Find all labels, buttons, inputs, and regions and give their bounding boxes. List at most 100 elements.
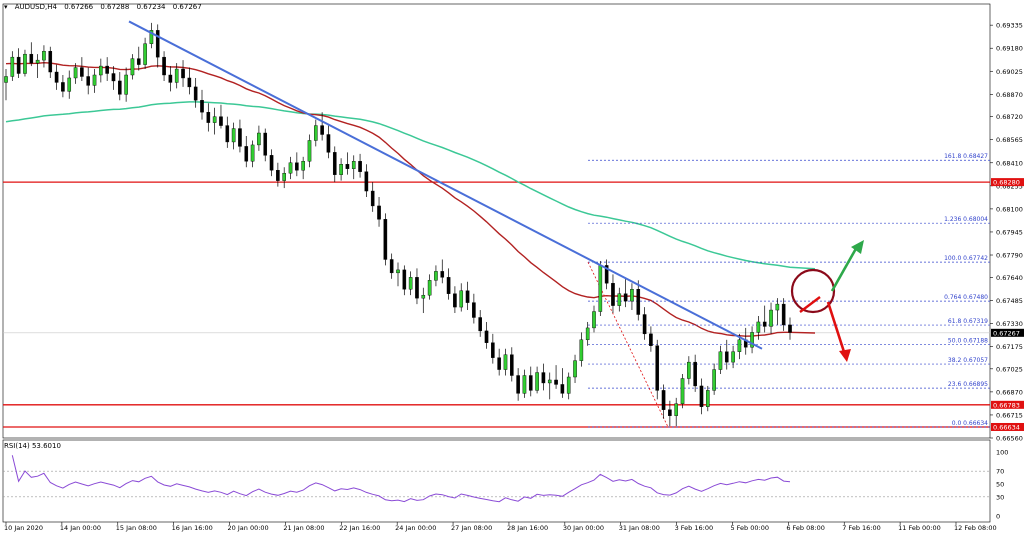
bullish-candle xyxy=(687,361,691,379)
bullish-candle xyxy=(301,161,305,171)
bearish-candle xyxy=(560,384,565,394)
price-tick-label: 0.67025 xyxy=(996,365,1023,373)
price-panel-frame xyxy=(2,3,991,439)
rsi-axis-label: 50 xyxy=(996,481,1004,489)
bullish-candle xyxy=(396,269,400,274)
bearish-trendline xyxy=(128,20,763,350)
bearish-candle xyxy=(80,67,84,77)
price-tick-label: 0.66870 xyxy=(996,388,1023,396)
fibonacci-level-label: 0.764 0.67480 xyxy=(944,294,988,301)
bearish-candle xyxy=(136,58,141,65)
bearish-candle xyxy=(693,361,697,387)
time-axis-label: 14 Jan 00:00 xyxy=(60,524,101,532)
price-tick-label: 0.67945 xyxy=(996,228,1023,236)
chart-header: ▾ AUDUSD,H4 0.67266 0.67288 0.67234 0.67… xyxy=(4,3,207,11)
bearish-candle xyxy=(326,134,331,153)
bearish-candle xyxy=(276,170,280,181)
time-axis-label: 12 Feb 08:00 xyxy=(954,524,997,532)
bearish-candle xyxy=(402,269,407,290)
bullish-candle xyxy=(23,53,27,74)
bearish-candle xyxy=(642,314,647,335)
bearish-candle xyxy=(295,162,299,171)
price-tick-label: 0.67790 xyxy=(996,252,1023,260)
bullish-candle xyxy=(769,309,773,327)
bearish-candle xyxy=(611,283,615,306)
bearish-candle xyxy=(465,290,470,303)
time-axis-label: 22 Jan 16:00 xyxy=(339,524,380,532)
price-tick-label: 0.68720 xyxy=(996,113,1023,121)
rsi-line xyxy=(11,455,791,503)
bearish-candle xyxy=(244,146,249,162)
bullish-candle xyxy=(598,265,603,312)
bearish-candle xyxy=(649,333,653,346)
bearish-candle xyxy=(162,56,166,76)
fibonacci-level-label: 61.8 0.67319 xyxy=(948,318,988,325)
time-axis-label: 3 Feb 16:00 xyxy=(675,524,714,532)
fibonacci-level-label: 161.8 0.68427 xyxy=(944,153,988,160)
price-tick-label: 0.66560 xyxy=(996,435,1023,443)
bullish-candle xyxy=(566,376,571,394)
level-price-tag xyxy=(991,422,1024,431)
bullish-candle xyxy=(547,379,552,384)
bullish-candle xyxy=(585,327,590,341)
bearish-candle xyxy=(453,293,457,308)
time-axis-label: 24 Jan 00:00 xyxy=(395,524,436,532)
bullish-candle xyxy=(314,125,318,141)
bearish-candle xyxy=(781,303,786,326)
bullish-candle xyxy=(737,339,742,352)
bullish-candle xyxy=(756,321,761,333)
bearish-candle xyxy=(389,259,394,274)
bullish-candle xyxy=(35,59,40,64)
bearish-candle xyxy=(364,171,369,192)
bearish-candle xyxy=(440,271,445,278)
level-price-tag xyxy=(991,400,1024,409)
time-axis-label: 31 Jan 08:00 xyxy=(619,524,660,532)
bullish-candle xyxy=(212,116,217,123)
bullish-candle xyxy=(680,378,685,404)
bearish-candle xyxy=(510,354,514,376)
bullish-candle xyxy=(42,50,46,61)
bullish-candle xyxy=(288,162,293,174)
bearish-candle xyxy=(200,100,204,113)
bullish-candle xyxy=(174,68,179,83)
bearish-candle xyxy=(155,30,160,58)
bearish-candle xyxy=(383,219,388,260)
bearish-candle xyxy=(604,265,609,284)
bearish-candle xyxy=(699,385,704,407)
bullish-candle xyxy=(257,132,261,146)
price-tick-label: 0.68255 xyxy=(996,182,1023,190)
bearish-candle xyxy=(415,277,419,299)
toggle-arrow-icon[interactable]: ▾ xyxy=(4,3,8,11)
level-price-label: 0.68280 xyxy=(993,179,1020,187)
price-tick-label: 0.66715 xyxy=(996,411,1023,419)
price-tick-label: 0.67485 xyxy=(996,297,1023,305)
bearish-candle xyxy=(48,50,53,73)
bearish-arrow-head xyxy=(839,349,851,362)
bearish-candle xyxy=(358,161,362,172)
bullish-candle xyxy=(408,277,413,290)
bearish-candle xyxy=(377,205,381,220)
time-axis-label: 20 Jan 00:00 xyxy=(228,524,269,532)
bullish-candle xyxy=(282,172,286,181)
bearish-candle xyxy=(187,77,192,88)
high-price: 0.67288 xyxy=(100,3,130,11)
rsi-panel-frame xyxy=(2,439,991,523)
bearish-candle xyxy=(661,390,666,410)
bearish-candle xyxy=(320,125,324,135)
bullish-candle xyxy=(73,67,78,79)
bullish-candle xyxy=(731,351,735,363)
time-axis-label: 11 Feb 00:00 xyxy=(898,524,941,532)
bullish-candle xyxy=(143,43,147,65)
bullish-candle xyxy=(92,74,97,86)
slow-moving-average-line xyxy=(5,101,816,270)
price-tick-label: 0.69335 xyxy=(996,22,1023,30)
bearish-candle xyxy=(623,293,628,302)
open-price: 0.67266 xyxy=(64,3,94,11)
time-axis-label: 5 Feb 00:00 xyxy=(730,524,769,532)
bearish-candle xyxy=(762,321,767,327)
bearish-candle xyxy=(636,289,641,315)
bullish-candle xyxy=(351,161,356,169)
fibonacci-level-label: 1.236 0.68004 xyxy=(944,216,988,223)
bearish-candle xyxy=(491,342,495,358)
bearish-candle xyxy=(263,132,268,156)
